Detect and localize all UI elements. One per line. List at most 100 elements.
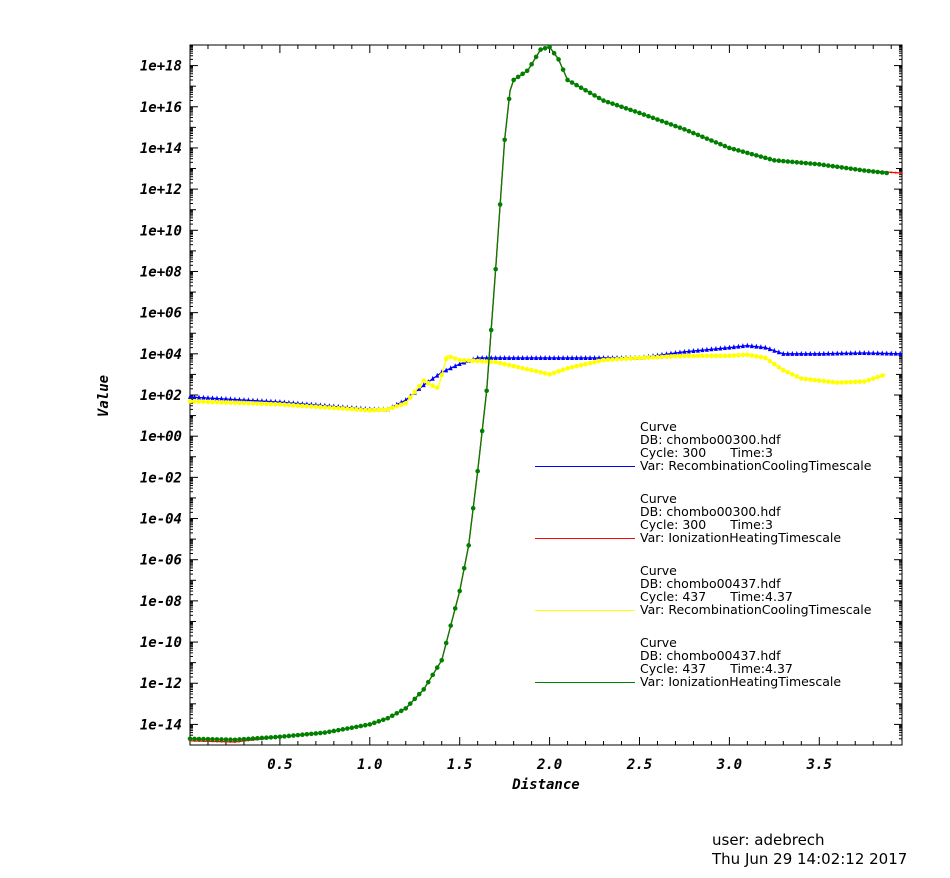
legend-entry: Curve DB: chombo00300.hdf Cycle: 300 Time… (640, 420, 871, 472)
data-point (601, 357, 606, 363)
data-point (767, 156, 773, 162)
data-point (709, 138, 714, 143)
data-point (686, 353, 692, 359)
data-point (736, 148, 741, 153)
data-point (309, 404, 314, 409)
data-point (673, 353, 678, 359)
data-point (890, 171, 893, 174)
data-point (322, 405, 328, 410)
data-point (511, 354, 516, 360)
data-point (443, 356, 449, 362)
data-point (700, 347, 705, 353)
data-point (385, 407, 391, 412)
data-point (264, 735, 269, 740)
data-point (470, 505, 476, 511)
legend-var: Var: RecombinationCoolingTimescale (640, 458, 872, 473)
data-point (295, 403, 301, 408)
data-point (614, 102, 620, 108)
data-point (255, 735, 260, 741)
data-point (511, 363, 516, 369)
data-point (776, 158, 782, 164)
data-point (776, 364, 782, 370)
data-point (727, 344, 732, 350)
data-point (286, 402, 292, 408)
data-point (686, 128, 692, 134)
legend-cycle-time: Cycle: 300 Time:3 (640, 518, 841, 531)
data-point (803, 350, 808, 356)
x-tick-label: 2.5 (626, 757, 652, 773)
data-point (340, 406, 346, 411)
data-point (398, 708, 404, 714)
data-point (682, 348, 687, 354)
data-point (722, 345, 727, 351)
data-point (623, 106, 629, 111)
data-point (646, 355, 651, 360)
data-point (808, 377, 813, 382)
data-point (295, 732, 301, 738)
legend-db: DB: chombo00437.hdf (640, 648, 781, 663)
legend-var: Var: RecombinationCoolingTimescale (640, 602, 872, 617)
data-point (291, 402, 296, 408)
data-point (578, 362, 584, 368)
data-point (686, 348, 691, 354)
data-point (552, 354, 557, 360)
data-point (309, 731, 314, 737)
data-point (579, 354, 584, 360)
legend-cycle: Cycle: 300 (640, 445, 707, 460)
data-point (241, 400, 247, 406)
data-point (843, 379, 849, 385)
data-point (852, 379, 858, 385)
data-point (565, 77, 570, 83)
legend-time: Time:4.37 (730, 589, 793, 604)
data-point (502, 354, 507, 360)
data-point (444, 367, 449, 373)
data-point (349, 406, 355, 412)
data-point (790, 350, 795, 356)
data-point (318, 404, 323, 410)
data-point (727, 353, 732, 359)
data-point (489, 354, 494, 360)
data-point (475, 358, 480, 364)
data-point (336, 727, 341, 733)
data-point (826, 350, 831, 356)
data-point (610, 357, 615, 362)
data-point (695, 132, 701, 138)
data-point (210, 399, 215, 405)
data-point (385, 715, 391, 721)
y-tick-label: 1e+04 (140, 347, 182, 363)
data-point (839, 165, 845, 170)
data-point (412, 389, 418, 395)
data-point (781, 158, 786, 164)
data-point (277, 402, 283, 407)
data-point (291, 733, 296, 738)
data-point (740, 343, 745, 349)
series-line (189, 354, 887, 411)
data-point (821, 350, 826, 356)
data-point (416, 383, 422, 389)
data-point (592, 93, 597, 98)
data-point (709, 346, 714, 352)
legend-time: Time:3 (730, 517, 773, 532)
data-point (597, 354, 602, 360)
legend-var: Var: IonizationHeatingTimescale (640, 674, 842, 689)
data-point (835, 350, 840, 356)
data-point (237, 396, 242, 402)
data-point (736, 352, 741, 358)
data-point (677, 353, 683, 359)
data-point (821, 162, 827, 168)
data-point (592, 354, 597, 360)
data-point (619, 104, 624, 110)
y-tick-label: 1e-14 (140, 717, 182, 733)
data-point (421, 378, 427, 383)
data-point (588, 354, 593, 360)
data-point (637, 110, 642, 116)
data-point (515, 364, 521, 370)
data-point (700, 134, 705, 140)
data-point (852, 166, 858, 172)
data-point (592, 359, 597, 365)
data-point (825, 163, 831, 168)
data-point (434, 385, 440, 390)
data-point (282, 734, 287, 739)
data-point (453, 363, 458, 369)
data-point (543, 354, 548, 360)
